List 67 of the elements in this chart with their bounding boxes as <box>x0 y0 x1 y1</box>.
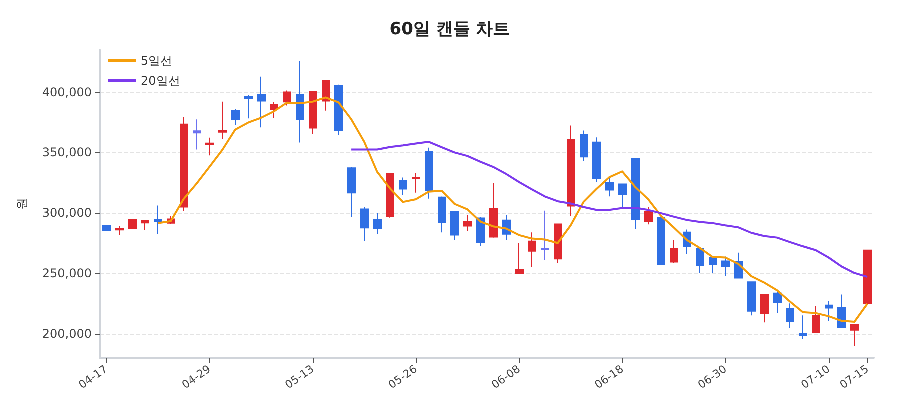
candlestick <box>709 256 717 274</box>
candlestick <box>850 324 859 347</box>
candlestick <box>309 90 317 135</box>
candlestick <box>580 130 588 162</box>
y-tick-label: 250,000 <box>42 266 92 280</box>
candlestick <box>115 226 124 236</box>
candlestick <box>463 214 472 232</box>
candlestick <box>244 95 253 120</box>
candlestick <box>489 182 498 238</box>
candlestick <box>231 108 240 126</box>
candlestick <box>360 206 369 242</box>
candlestick <box>334 84 343 136</box>
candlestick <box>141 220 149 231</box>
line-series <box>350 141 869 278</box>
y-tick-label: 350,000 <box>42 146 92 160</box>
legend-label: 5일선 <box>141 54 173 68</box>
legend-label: 20일선 <box>141 74 180 88</box>
candlestick <box>631 158 640 230</box>
candlestick <box>786 303 794 329</box>
candlestick <box>205 137 214 156</box>
y-tick-label: 400,000 <box>42 85 92 100</box>
candlestick <box>799 315 807 340</box>
candlestick <box>412 173 420 194</box>
candlestick <box>438 196 446 234</box>
candlestick <box>257 76 266 128</box>
candlestick <box>657 216 665 266</box>
candlestick <box>218 101 227 140</box>
candlestick <box>644 206 653 226</box>
candlestick <box>567 125 575 216</box>
candlestick <box>760 294 769 324</box>
candlestick <box>283 90 291 106</box>
candlestick <box>618 183 627 208</box>
candlestick <box>128 218 137 230</box>
candlestick <box>476 217 485 247</box>
candlestick <box>837 294 846 329</box>
candlestick <box>399 177 407 196</box>
candlestick <box>373 212 382 235</box>
y-tick-label: 300,000 <box>42 206 92 220</box>
candlestick <box>180 116 188 212</box>
candlestick <box>102 224 111 232</box>
candlestick <box>386 172 394 218</box>
candlestick <box>528 232 536 268</box>
candlestick <box>270 102 278 118</box>
candlestick <box>747 281 756 316</box>
chart-title: 60일 캔들 차트 <box>390 20 510 40</box>
candlestick <box>721 256 730 277</box>
candlestick <box>425 147 433 200</box>
line-series <box>157 96 869 324</box>
candlestick <box>812 306 820 334</box>
candlestick <box>825 300 833 322</box>
candlestick <box>450 210 459 241</box>
candlestick <box>670 240 678 264</box>
y-axis-title: 원 <box>15 198 29 210</box>
candlestick <box>322 80 330 112</box>
candlestick <box>154 205 162 235</box>
candlestick <box>696 248 704 274</box>
y-tick-label: 200,000 <box>42 326 92 341</box>
candlestick <box>296 60 304 144</box>
candlestick <box>863 250 872 305</box>
candlestick <box>347 166 356 218</box>
candlestick <box>541 210 549 261</box>
candlestick <box>515 242 524 274</box>
candlestick <box>554 223 562 264</box>
candlestick <box>773 292 782 314</box>
candlestick <box>193 119 201 150</box>
candlestick <box>592 137 601 183</box>
candlestick <box>605 176 614 198</box>
